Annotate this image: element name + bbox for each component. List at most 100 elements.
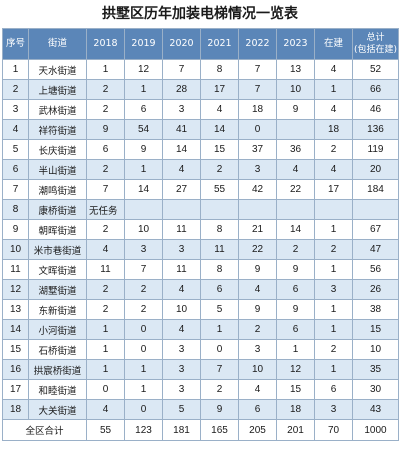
row-empty-cell — [276, 199, 315, 220]
row-index: 12 — [2, 279, 29, 300]
elevator-table: 序号 街道 2018 2019 2020 2021 2022 2023 在建 总… — [2, 28, 399, 441]
row-in-construction: 1 — [314, 299, 353, 320]
table-row: 7 潮鸣街道 7 14 27 55 42 22 17 184 — [2, 179, 399, 200]
total-cell-2020: 181 — [162, 419, 201, 441]
row-in-construction: 2 — [314, 339, 353, 360]
row-2019: 12 — [124, 59, 163, 80]
row-2023: 13 — [276, 59, 315, 80]
row-total: 10 — [352, 339, 399, 360]
table-row: 2 上塘街道 2 1 28 17 7 10 1 66 — [2, 79, 399, 100]
row-2020: 3 — [162, 379, 201, 400]
row-street: 米市巷街道 — [28, 239, 87, 260]
row-empty-cell — [162, 199, 201, 220]
row-index: 6 — [2, 159, 29, 180]
row-in-construction: 1 — [314, 359, 353, 380]
row-street: 潮鸣街道 — [28, 179, 87, 200]
row-2020: 27 — [162, 179, 201, 200]
row-street: 大关街道 — [28, 399, 87, 420]
row-2021: 0 — [200, 339, 239, 360]
row-2019: 2 — [124, 279, 163, 300]
row-2020: 11 — [162, 259, 201, 280]
row-2019: 1 — [124, 159, 163, 180]
col-header-2019: 2019 — [124, 28, 163, 60]
row-street: 祥符街道 — [28, 119, 87, 140]
row-2018: 1 — [86, 319, 125, 340]
col-header-total: 总计 (包括在建) — [352, 28, 399, 60]
row-2023: 6 — [276, 319, 315, 340]
row-index: 9 — [2, 219, 29, 240]
row-2020: 3 — [162, 99, 201, 120]
row-2018: 2 — [86, 79, 125, 100]
row-2018: 2 — [86, 299, 125, 320]
row-2022: 9 — [238, 259, 277, 280]
row-in-construction: 6 — [314, 379, 353, 400]
row-2020: 10 — [162, 299, 201, 320]
header-row: 序号 街道 2018 2019 2020 2021 2022 2023 在建 总… — [2, 28, 399, 60]
row-2020: 7 — [162, 59, 201, 80]
row-index: 1 — [2, 59, 29, 80]
table-row: 16 拱宸桥街道 1 1 3 7 10 12 1 35 — [2, 359, 399, 380]
row-empty-cell — [200, 199, 239, 220]
row-2023 — [276, 119, 315, 140]
row-in-construction: 2 — [314, 239, 353, 260]
table-row: 17 和睦街道 0 1 3 2 4 15 6 30 — [2, 379, 399, 400]
row-2022: 7 — [238, 79, 277, 100]
row-in-construction: 4 — [314, 159, 353, 180]
row-empty-cell — [352, 199, 399, 220]
row-index: 5 — [2, 139, 29, 160]
page-title: 拱墅区历年加装电梯情况一览表 — [102, 6, 298, 22]
table-row: 13 东新街道 2 2 10 5 9 9 1 38 — [2, 299, 399, 320]
row-2018: 7 — [86, 179, 125, 200]
total-cell-in-construction: 70 — [314, 419, 353, 441]
row-2019: 0 — [124, 319, 163, 340]
row-in-construction: 4 — [314, 59, 353, 80]
row-2018: 2 — [86, 219, 125, 240]
row-2020: 14 — [162, 139, 201, 160]
row-in-construction: 1 — [314, 259, 353, 280]
row-2022: 0 — [238, 119, 277, 140]
row-index: 17 — [2, 379, 29, 400]
row-2021: 9 — [200, 399, 239, 420]
row-total: 47 — [352, 239, 399, 260]
table-row: 9 朝晖街道 2 10 11 8 21 14 1 67 — [2, 219, 399, 240]
row-2018: 4 — [86, 239, 125, 260]
row-2023: 18 — [276, 399, 315, 420]
col-header-2018: 2018 — [86, 28, 125, 60]
row-2021: 14 — [200, 119, 239, 140]
row-2018: 0 — [86, 379, 125, 400]
row-in-construction: 18 — [314, 119, 353, 140]
row-street: 上塘街道 — [28, 79, 87, 100]
col-header-street: 街道 — [28, 28, 87, 60]
row-2018: 2 — [86, 279, 125, 300]
row-total: 66 — [352, 79, 399, 100]
table-row: 15 石桥街道 1 0 3 0 3 1 2 10 — [2, 339, 399, 360]
row-street: 朝晖街道 — [28, 219, 87, 240]
row-total: 67 — [352, 219, 399, 240]
row-2022: 3 — [238, 339, 277, 360]
row-street: 武林街道 — [28, 99, 87, 120]
row-2019: 0 — [124, 399, 163, 420]
row-2020: 3 — [162, 359, 201, 380]
row-2019: 0 — [124, 339, 163, 360]
row-total: 52 — [352, 59, 399, 80]
table-row: 6 半山街道 2 1 4 2 3 4 4 20 — [2, 159, 399, 180]
row-2023: 14 — [276, 219, 315, 240]
row-2023: 4 — [276, 159, 315, 180]
row-2019: 6 — [124, 99, 163, 120]
row-index: 3 — [2, 99, 29, 120]
row-street: 天水街道 — [28, 59, 87, 80]
row-2022: 7 — [238, 59, 277, 80]
row-in-construction: 1 — [314, 319, 353, 340]
row-2020: 3 — [162, 239, 201, 260]
row-2020: 3 — [162, 339, 201, 360]
row-2020: 28 — [162, 79, 201, 100]
row-2021: 8 — [200, 259, 239, 280]
row-2022: 4 — [238, 379, 277, 400]
row-2023: 9 — [276, 299, 315, 320]
row-2021: 1 — [200, 319, 239, 340]
row-2018: 1 — [86, 339, 125, 360]
row-2019: 9 — [124, 139, 163, 160]
row-index: 14 — [2, 319, 29, 340]
row-2019: 3 — [124, 239, 163, 260]
row-street: 康桥街道 — [28, 199, 87, 220]
